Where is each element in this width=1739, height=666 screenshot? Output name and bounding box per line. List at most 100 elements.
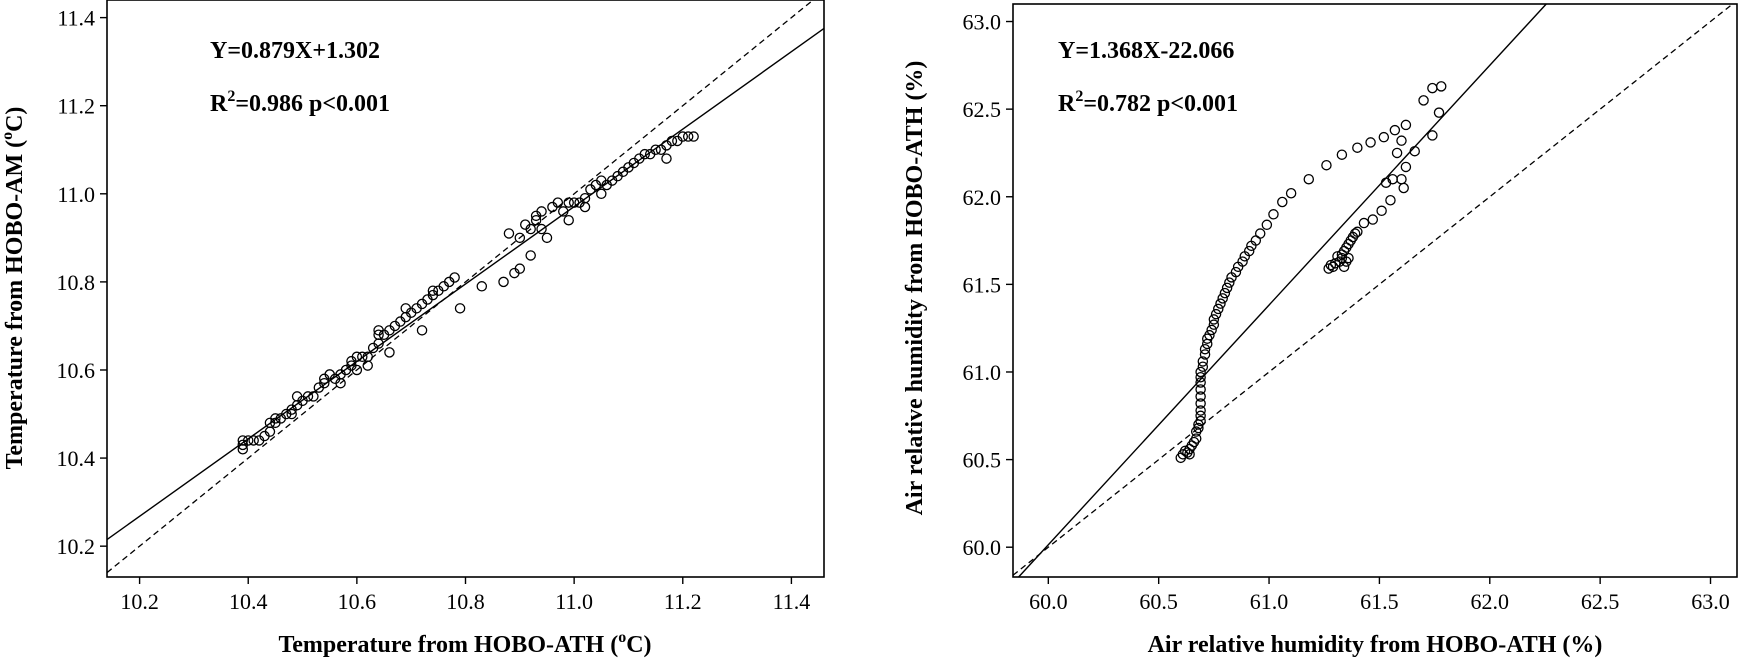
t-x-tick-label-1: 10.4	[229, 589, 268, 614]
h-data-point-32	[1213, 303, 1224, 315]
t-data-point-101	[682, 131, 694, 142]
t-data-point-2	[237, 435, 249, 446]
h-x-tick-label-3: 61.5	[1360, 589, 1399, 614]
h-data-point-13	[1195, 410, 1206, 422]
humidity-equation: Y=1.368X-22.066	[1058, 38, 1234, 64]
h-data-point-69	[1396, 173, 1407, 185]
h-data-point-60	[1427, 82, 1438, 94]
t-x-tick-label-6: 11.4	[773, 589, 811, 614]
h-data-point-12	[1195, 415, 1206, 427]
t-data-point-41	[384, 347, 395, 358]
h-data-point-86	[1332, 251, 1343, 262]
h-data-point-24	[1199, 343, 1211, 355]
temperature-regression-line	[106, 27, 825, 541]
h-data-point-16	[1195, 391, 1206, 402]
t-data-point-98	[666, 135, 678, 147]
t-y-tick-label-0: 10.2	[57, 534, 96, 559]
h-data-point-25	[1201, 338, 1213, 350]
h-data-point-10	[1193, 422, 1204, 434]
humidity-x-axis-title: Air relative humidity from HOBO-ATH (%)	[1148, 632, 1603, 658]
h-data-point-64	[1409, 145, 1420, 157]
h-data-point-55	[1365, 137, 1376, 148]
t-data-point-22	[319, 377, 330, 389]
t-data-point-13	[286, 408, 297, 420]
t-data-point-30	[351, 351, 363, 363]
h-y-tick-label-4: 62.0	[963, 185, 1002, 210]
t-data-point-73	[552, 197, 564, 208]
humidity-identity-line	[1012, 3, 1733, 576]
h-x-tick-label-5: 62.5	[1581, 589, 1620, 614]
t-data-point-52	[427, 285, 439, 296]
t-data-point-59	[498, 276, 509, 288]
h-data-point-8	[1190, 433, 1202, 444]
t-data-point-32	[357, 351, 368, 363]
h-data-point-33	[1215, 298, 1226, 309]
h-data-point-51	[1303, 173, 1315, 185]
humidity-points	[1175, 81, 1447, 464]
h-y-tick-label-1: 60.5	[963, 448, 1002, 473]
h-data-point-67	[1396, 135, 1407, 146]
t-data-point-60	[503, 228, 515, 239]
temperature-axis-ticks: 10.2 10.4 10.6 10.8 11.0 11.2 11.4 10.2 10.4 10.6…	[57, 6, 811, 614]
h-data-point-23	[1199, 349, 1211, 360]
h-data-point-66	[1391, 147, 1403, 159]
t-data-point-4	[248, 435, 259, 446]
t-y-tick-label-1: 10.4	[57, 446, 96, 471]
h-data-point-22	[1197, 356, 1209, 367]
h-data-point-68	[1398, 182, 1409, 194]
h-data-point-48	[1268, 209, 1279, 220]
t-data-point-102	[688, 131, 699, 142]
h-data-point-21	[1197, 361, 1209, 372]
h-data-point-61	[1435, 81, 1447, 92]
h-x-tick-label-4: 62.0	[1471, 589, 1510, 614]
t-y-tick-label-6: 11.4	[57, 6, 95, 31]
h-data-point-17	[1195, 384, 1206, 395]
h-data-point-36	[1221, 282, 1233, 294]
t-data-point-49	[416, 325, 428, 336]
humidity-plot-frame	[1012, 3, 1738, 578]
h-data-point-20	[1195, 366, 1206, 378]
t-y-tick-label-4: 11.0	[57, 182, 95, 207]
h-data-point-92	[1343, 252, 1354, 264]
h-data-point-35	[1219, 287, 1231, 299]
h-data-point-34	[1217, 293, 1228, 304]
t-x-tick-label-3: 10.8	[446, 589, 485, 614]
temperature-points	[237, 131, 699, 455]
t-data-point-31	[351, 364, 363, 376]
temperature-x-axis-title: Temperature from HOBO-ATH (oC)	[278, 629, 651, 658]
t-data-point-70	[536, 223, 547, 235]
h-data-point-74	[1367, 214, 1379, 225]
t-data-point-100	[677, 131, 689, 142]
h-data-point-47	[1261, 219, 1273, 231]
temperature-chart: 10.2 10.4 10.6 10.8 11.0 11.2 11.4 10.2 10.4 10.6…	[0, 0, 825, 658]
t-data-point-97	[661, 153, 672, 164]
h-y-tick-label-0: 60.0	[963, 535, 1002, 560]
h-data-point-43	[1243, 245, 1255, 257]
t-data-point-65	[525, 223, 536, 235]
h-data-point-62	[1433, 107, 1445, 118]
humidity-r2: R2=0.782 p<0.001	[1058, 88, 1238, 117]
t-data-point-33	[362, 360, 373, 371]
h-data-point-73	[1376, 205, 1387, 217]
t-y-tick-label-2: 10.6	[57, 358, 96, 383]
h-data-point-31	[1210, 308, 1222, 320]
temperature-identity-line	[106, 0, 814, 574]
t-data-point-77	[568, 197, 580, 208]
t-data-point-69	[536, 206, 547, 217]
h-data-point-59	[1418, 95, 1429, 106]
h-data-point-54	[1352, 142, 1363, 153]
t-data-point-92	[639, 148, 651, 160]
t-data-point-71	[541, 232, 553, 244]
h-data-point-53	[1336, 149, 1348, 160]
t-data-point-19	[308, 391, 319, 402]
t-data-point-62	[514, 232, 526, 244]
humidity-chart: 60.0 60.5 61.0 61.5 62.0 62.5 63.0 60.0 60.5 61.0…	[902, 3, 1738, 658]
h-data-point-93	[1338, 261, 1350, 273]
t-data-point-34	[362, 351, 373, 363]
h-data-point-71	[1380, 177, 1392, 188]
h-y-tick-label-6: 63.0	[963, 10, 1002, 35]
h-data-point-65	[1400, 161, 1412, 173]
temperature-y-axis-title: Temperature from HOBO-AM (oC)	[0, 107, 28, 470]
t-data-point-75	[563, 197, 574, 208]
